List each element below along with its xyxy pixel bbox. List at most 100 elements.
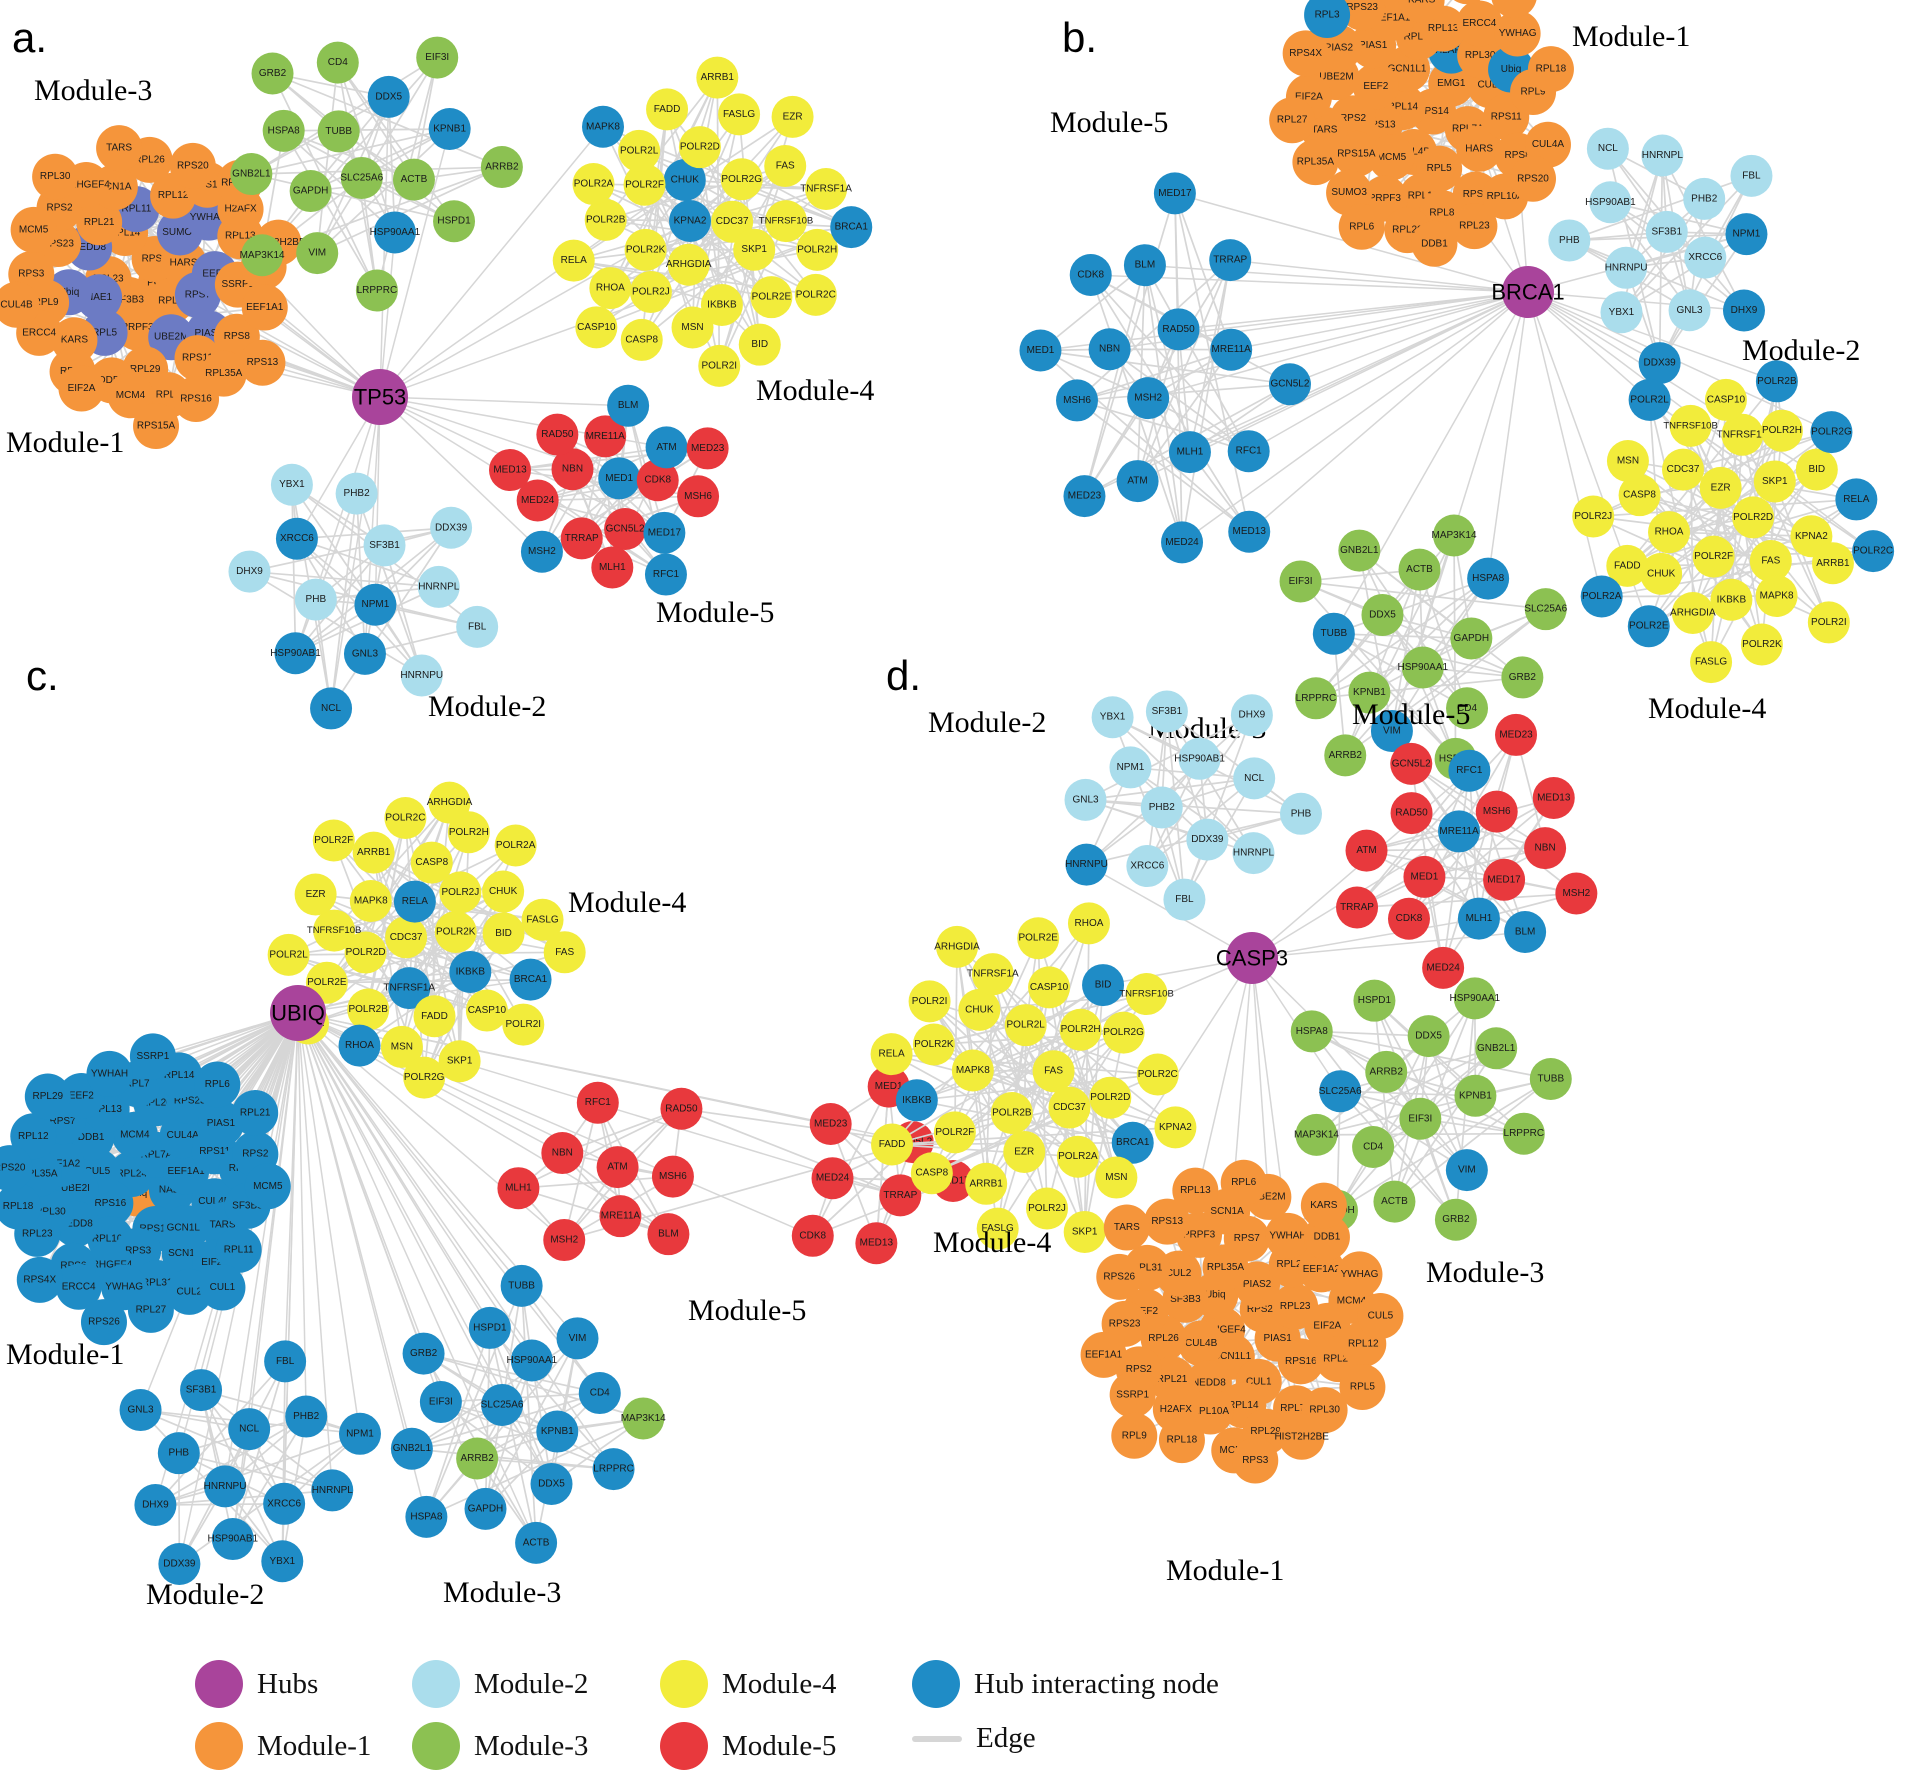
node-RAD50[interactable] — [1157, 308, 1200, 351]
node-KARS[interactable] — [1398, 0, 1445, 23]
node-VIM[interactable] — [296, 232, 339, 275]
node-POLR2C[interactable] — [1136, 1053, 1179, 1096]
node-DHX9[interactable] — [228, 550, 271, 593]
node-RAD50[interactable] — [536, 413, 579, 456]
node-CHUK[interactable] — [663, 158, 706, 201]
node-CD4[interactable] — [578, 1372, 621, 1415]
node-MSN[interactable] — [1095, 1156, 1138, 1199]
node-MSN[interactable] — [1606, 440, 1649, 483]
node-MED13[interactable] — [1532, 776, 1575, 819]
node-YBX1[interactable] — [270, 463, 313, 506]
node-SF3B1[interactable] — [363, 524, 406, 567]
node-DHX9[interactable] — [1230, 694, 1273, 737]
node-EZR[interactable] — [771, 95, 814, 138]
node-POLR2D[interactable] — [1732, 496, 1775, 539]
node-TNFRSF1A[interactable] — [388, 967, 431, 1010]
node-SKP1[interactable] — [733, 228, 776, 271]
node-MSH2[interactable] — [543, 1219, 586, 1262]
node-ARRB2[interactable] — [456, 1437, 499, 1480]
node-RPL35A[interactable] — [1292, 139, 1339, 186]
node-ATM[interactable] — [645, 426, 688, 469]
node-MCM5[interactable] — [1368, 134, 1415, 181]
node-MCM5[interactable] — [244, 1163, 291, 1210]
node-MSH6[interactable] — [651, 1155, 694, 1198]
node-RPS4X[interactable] — [1282, 30, 1329, 77]
node-RPL10A[interactable] — [1187, 1388, 1234, 1435]
node-NCL[interactable] — [1586, 127, 1629, 170]
hub-node-BRCA1[interactable] — [1502, 266, 1554, 318]
node-HNRNPL[interactable] — [1641, 134, 1684, 177]
node-GAPDH[interactable] — [289, 170, 332, 213]
node-HSPA8[interactable] — [262, 109, 305, 152]
node-ERCC4[interactable] — [1456, 0, 1503, 47]
node-HSPA8[interactable] — [1467, 557, 1510, 600]
node-NPM1[interactable] — [1109, 746, 1152, 789]
node-TRRAP[interactable] — [879, 1174, 922, 1217]
node-TNFRSF1A[interactable] — [971, 953, 1014, 996]
node-HSPD1[interactable] — [1353, 979, 1396, 1022]
node-FAS[interactable] — [1749, 539, 1792, 582]
node-RELA[interactable] — [393, 880, 436, 923]
node-TUBB[interactable] — [500, 1264, 543, 1307]
node-RPS15A[interactable] — [1333, 130, 1380, 177]
node-ARRB1[interactable] — [965, 1162, 1008, 1205]
node-RFC1[interactable] — [1227, 430, 1270, 473]
node-NPM1[interactable] — [338, 1412, 381, 1455]
node-RPL13[interactable] — [1172, 1167, 1219, 1214]
node-LRPPRC[interactable] — [1294, 677, 1337, 720]
node-KPNB1[interactable] — [428, 108, 471, 151]
node-RPL29[interactable] — [24, 1073, 71, 1120]
node-RHOA[interactable] — [1648, 511, 1691, 554]
node-RPL12[interactable] — [10, 1113, 57, 1160]
node-ACTB[interactable] — [515, 1521, 558, 1564]
node-YWHAH[interactable] — [86, 1050, 133, 1097]
node-RPS13[interactable] — [239, 339, 286, 386]
node-RPL23[interactable] — [1451, 203, 1498, 250]
node-MSH6[interactable] — [1056, 379, 1099, 422]
node-POLR2C[interactable] — [1852, 530, 1895, 573]
node-TNFRSF10B[interactable] — [1669, 404, 1712, 447]
node-POLR2A[interactable] — [1056, 1135, 1099, 1178]
node-POLR2F[interactable] — [1692, 535, 1735, 578]
node-SKP1[interactable] — [1063, 1210, 1106, 1253]
node-RPL6[interactable] — [1220, 1159, 1267, 1206]
node-POLR2E[interactable] — [1627, 605, 1670, 648]
node-FASLG[interactable] — [521, 898, 564, 941]
node-HSP90AA1[interactable] — [510, 1339, 553, 1382]
node-BLM[interactable] — [1504, 910, 1547, 953]
node-GNB2L1[interactable] — [230, 153, 273, 196]
node-RPL6[interactable] — [194, 1061, 241, 1108]
node-PHB[interactable] — [1279, 792, 1322, 835]
node-POLR2I[interactable] — [908, 980, 951, 1023]
node-RFC1[interactable] — [576, 1081, 619, 1124]
node-EZR[interactable] — [1003, 1130, 1046, 1173]
node-DDX39[interactable] — [1186, 818, 1229, 861]
node-HNRNPU[interactable] — [204, 1465, 247, 1508]
node-ARHGDIA[interactable] — [936, 925, 979, 968]
node-TNFRSF10B[interactable] — [313, 909, 356, 952]
node-CUL5[interactable] — [1357, 1292, 1404, 1339]
node-SF3B1[interactable] — [1145, 690, 1188, 733]
node-IKBKB[interactable] — [1710, 578, 1753, 621]
node-CDK8[interactable] — [636, 459, 679, 502]
node-IKBKB[interactable] — [449, 950, 492, 993]
node-MED1[interactable] — [1019, 329, 1062, 372]
node-XRCC6[interactable] — [275, 517, 318, 560]
node-MLH1[interactable] — [1457, 897, 1500, 940]
node-RPS26[interactable] — [1096, 1253, 1143, 1300]
node-HSP90AB1[interactable] — [1178, 737, 1221, 780]
node-SLC25A6[interactable] — [481, 1383, 524, 1426]
node-MSN[interactable] — [380, 1025, 423, 1068]
node-POLR2H[interactable] — [796, 228, 839, 271]
node-RELA[interactable] — [1835, 478, 1878, 521]
node-MSH2[interactable] — [1127, 377, 1170, 420]
node-MSH2[interactable] — [520, 530, 563, 573]
node-ARHGDIA[interactable] — [667, 243, 710, 286]
node-EEF2[interactable] — [1352, 63, 1399, 110]
node-POLR2K[interactable] — [912, 1023, 955, 1066]
node-FADD[interactable] — [1606, 544, 1649, 587]
node-PHB2[interactable] — [1140, 786, 1183, 829]
node-CASP8[interactable] — [1618, 474, 1661, 517]
node-RPS16[interactable] — [173, 376, 220, 423]
node-MRE11A[interactable] — [1210, 328, 1253, 371]
